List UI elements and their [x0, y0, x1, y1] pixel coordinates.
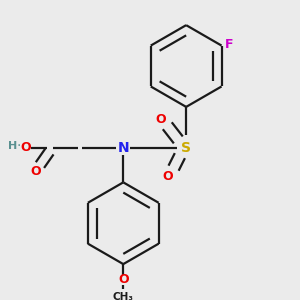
Text: O: O — [162, 169, 172, 183]
Text: S: S — [181, 141, 191, 155]
Text: O: O — [118, 273, 129, 286]
Text: O: O — [156, 113, 166, 126]
Text: F: F — [225, 38, 234, 50]
Text: ·: · — [17, 139, 21, 153]
Text: H: H — [8, 141, 17, 151]
Text: CH₃: CH₃ — [113, 292, 134, 300]
Text: O: O — [30, 165, 40, 178]
Text: N: N — [118, 141, 129, 155]
Text: O: O — [20, 141, 31, 154]
